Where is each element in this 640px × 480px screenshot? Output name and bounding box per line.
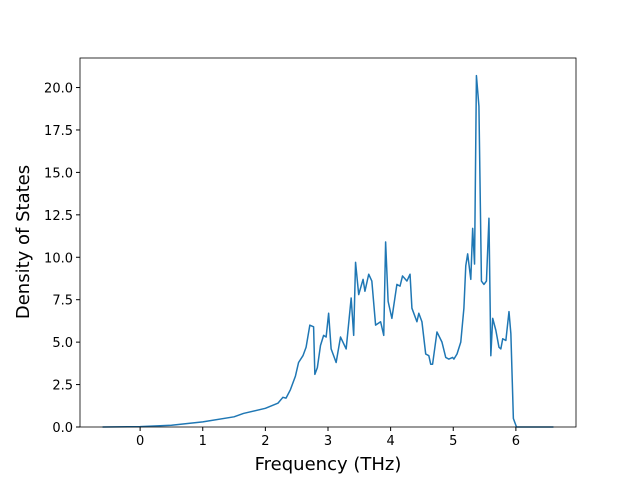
y-axis-label: Density of States — [13, 165, 34, 319]
x-tick-label: 5 — [449, 434, 457, 449]
y-tick-label: 20.0 — [44, 82, 73, 97]
y-tick-label: 15.0 — [44, 166, 73, 181]
y-tick-label: 7.5 — [52, 294, 73, 309]
y-tick-label: 5.0 — [52, 336, 73, 351]
x-tick-label: 1 — [199, 434, 207, 449]
x-axis-label: Frequency (THz) — [255, 454, 402, 475]
y-tick-label: 12.5 — [44, 209, 73, 224]
y-tick-label: 2.5 — [52, 379, 73, 394]
y-tick-label: 17.5 — [44, 124, 73, 139]
dos-line — [102, 74, 554, 428]
x-tick-label: 3 — [324, 434, 332, 449]
y-tick-label: 0.0 — [52, 421, 73, 436]
x-tick-label: 6 — [512, 434, 520, 449]
x-tick-label: 2 — [261, 434, 269, 449]
x-tick-label: 0 — [136, 434, 144, 449]
y-tick-label: 10.0 — [44, 251, 73, 266]
x-tick-label: 4 — [386, 434, 394, 449]
plot-frame — [79, 57, 577, 428]
